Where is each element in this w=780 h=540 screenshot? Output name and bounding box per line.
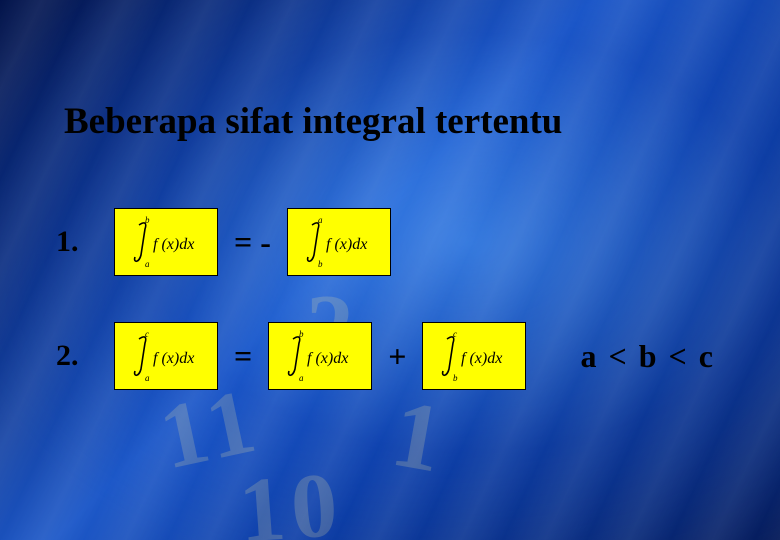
svg-text:f (x)dx: f (x)dx	[461, 350, 502, 367]
clock-numeral: 8	[98, 518, 184, 540]
svg-text:a: a	[299, 373, 304, 383]
integral-box: c b f (x)dx	[422, 322, 526, 390]
clock-numeral: 10	[235, 451, 346, 540]
property-row-1: 1. b a f (x)dx = - a b f (x)dx	[56, 208, 391, 276]
operator-equals-minus: = -	[232, 224, 273, 261]
integral-box: a b f (x)dx	[287, 208, 391, 276]
operator-equals: =	[232, 338, 254, 375]
integral-box: c a f (x)dx	[114, 322, 218, 390]
svg-text:f (x)dx: f (x)dx	[326, 236, 367, 253]
svg-text:b: b	[318, 259, 323, 269]
slide-title: Beberapa sifat integral tertentu	[56, 96, 580, 150]
condition-text: a < b < c	[580, 338, 714, 375]
svg-text:b: b	[453, 373, 458, 383]
svg-text:f (x)dx: f (x)dx	[153, 236, 194, 253]
integral-box: b a f (x)dx	[114, 208, 218, 276]
row-number: 2.	[56, 339, 100, 373]
property-row-2: 2. c a f (x)dx = b a f (x)dx + c b f (x)…	[56, 322, 715, 390]
svg-text:a: a	[145, 373, 150, 383]
svg-text:f (x)dx: f (x)dx	[307, 350, 348, 367]
svg-text:a: a	[145, 259, 150, 269]
svg-text:f (x)dx: f (x)dx	[153, 350, 194, 367]
clock-numeral: 1	[384, 377, 456, 496]
row-number: 1.	[56, 225, 100, 259]
integral-box: b a f (x)dx	[268, 322, 372, 390]
operator-plus: +	[386, 338, 408, 375]
